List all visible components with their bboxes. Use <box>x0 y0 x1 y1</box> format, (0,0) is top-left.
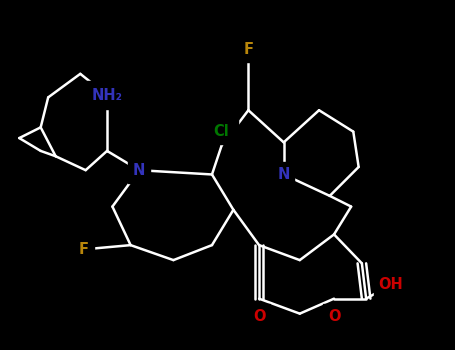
Bar <box>206 119 238 145</box>
Bar <box>248 304 270 330</box>
Text: F: F <box>79 242 89 257</box>
Bar <box>374 272 408 298</box>
Bar <box>238 36 259 62</box>
Text: N: N <box>133 163 145 178</box>
Text: Cl: Cl <box>214 124 229 139</box>
Text: F: F <box>243 42 253 57</box>
Bar <box>86 81 128 109</box>
Text: NH₂: NH₂ <box>91 88 122 103</box>
Bar <box>324 304 345 330</box>
Bar <box>273 162 294 187</box>
Text: OH: OH <box>379 277 403 292</box>
Text: O: O <box>253 309 265 324</box>
Text: O: O <box>328 309 340 324</box>
Bar <box>73 237 94 262</box>
Bar <box>128 158 150 183</box>
Text: N: N <box>278 167 290 182</box>
